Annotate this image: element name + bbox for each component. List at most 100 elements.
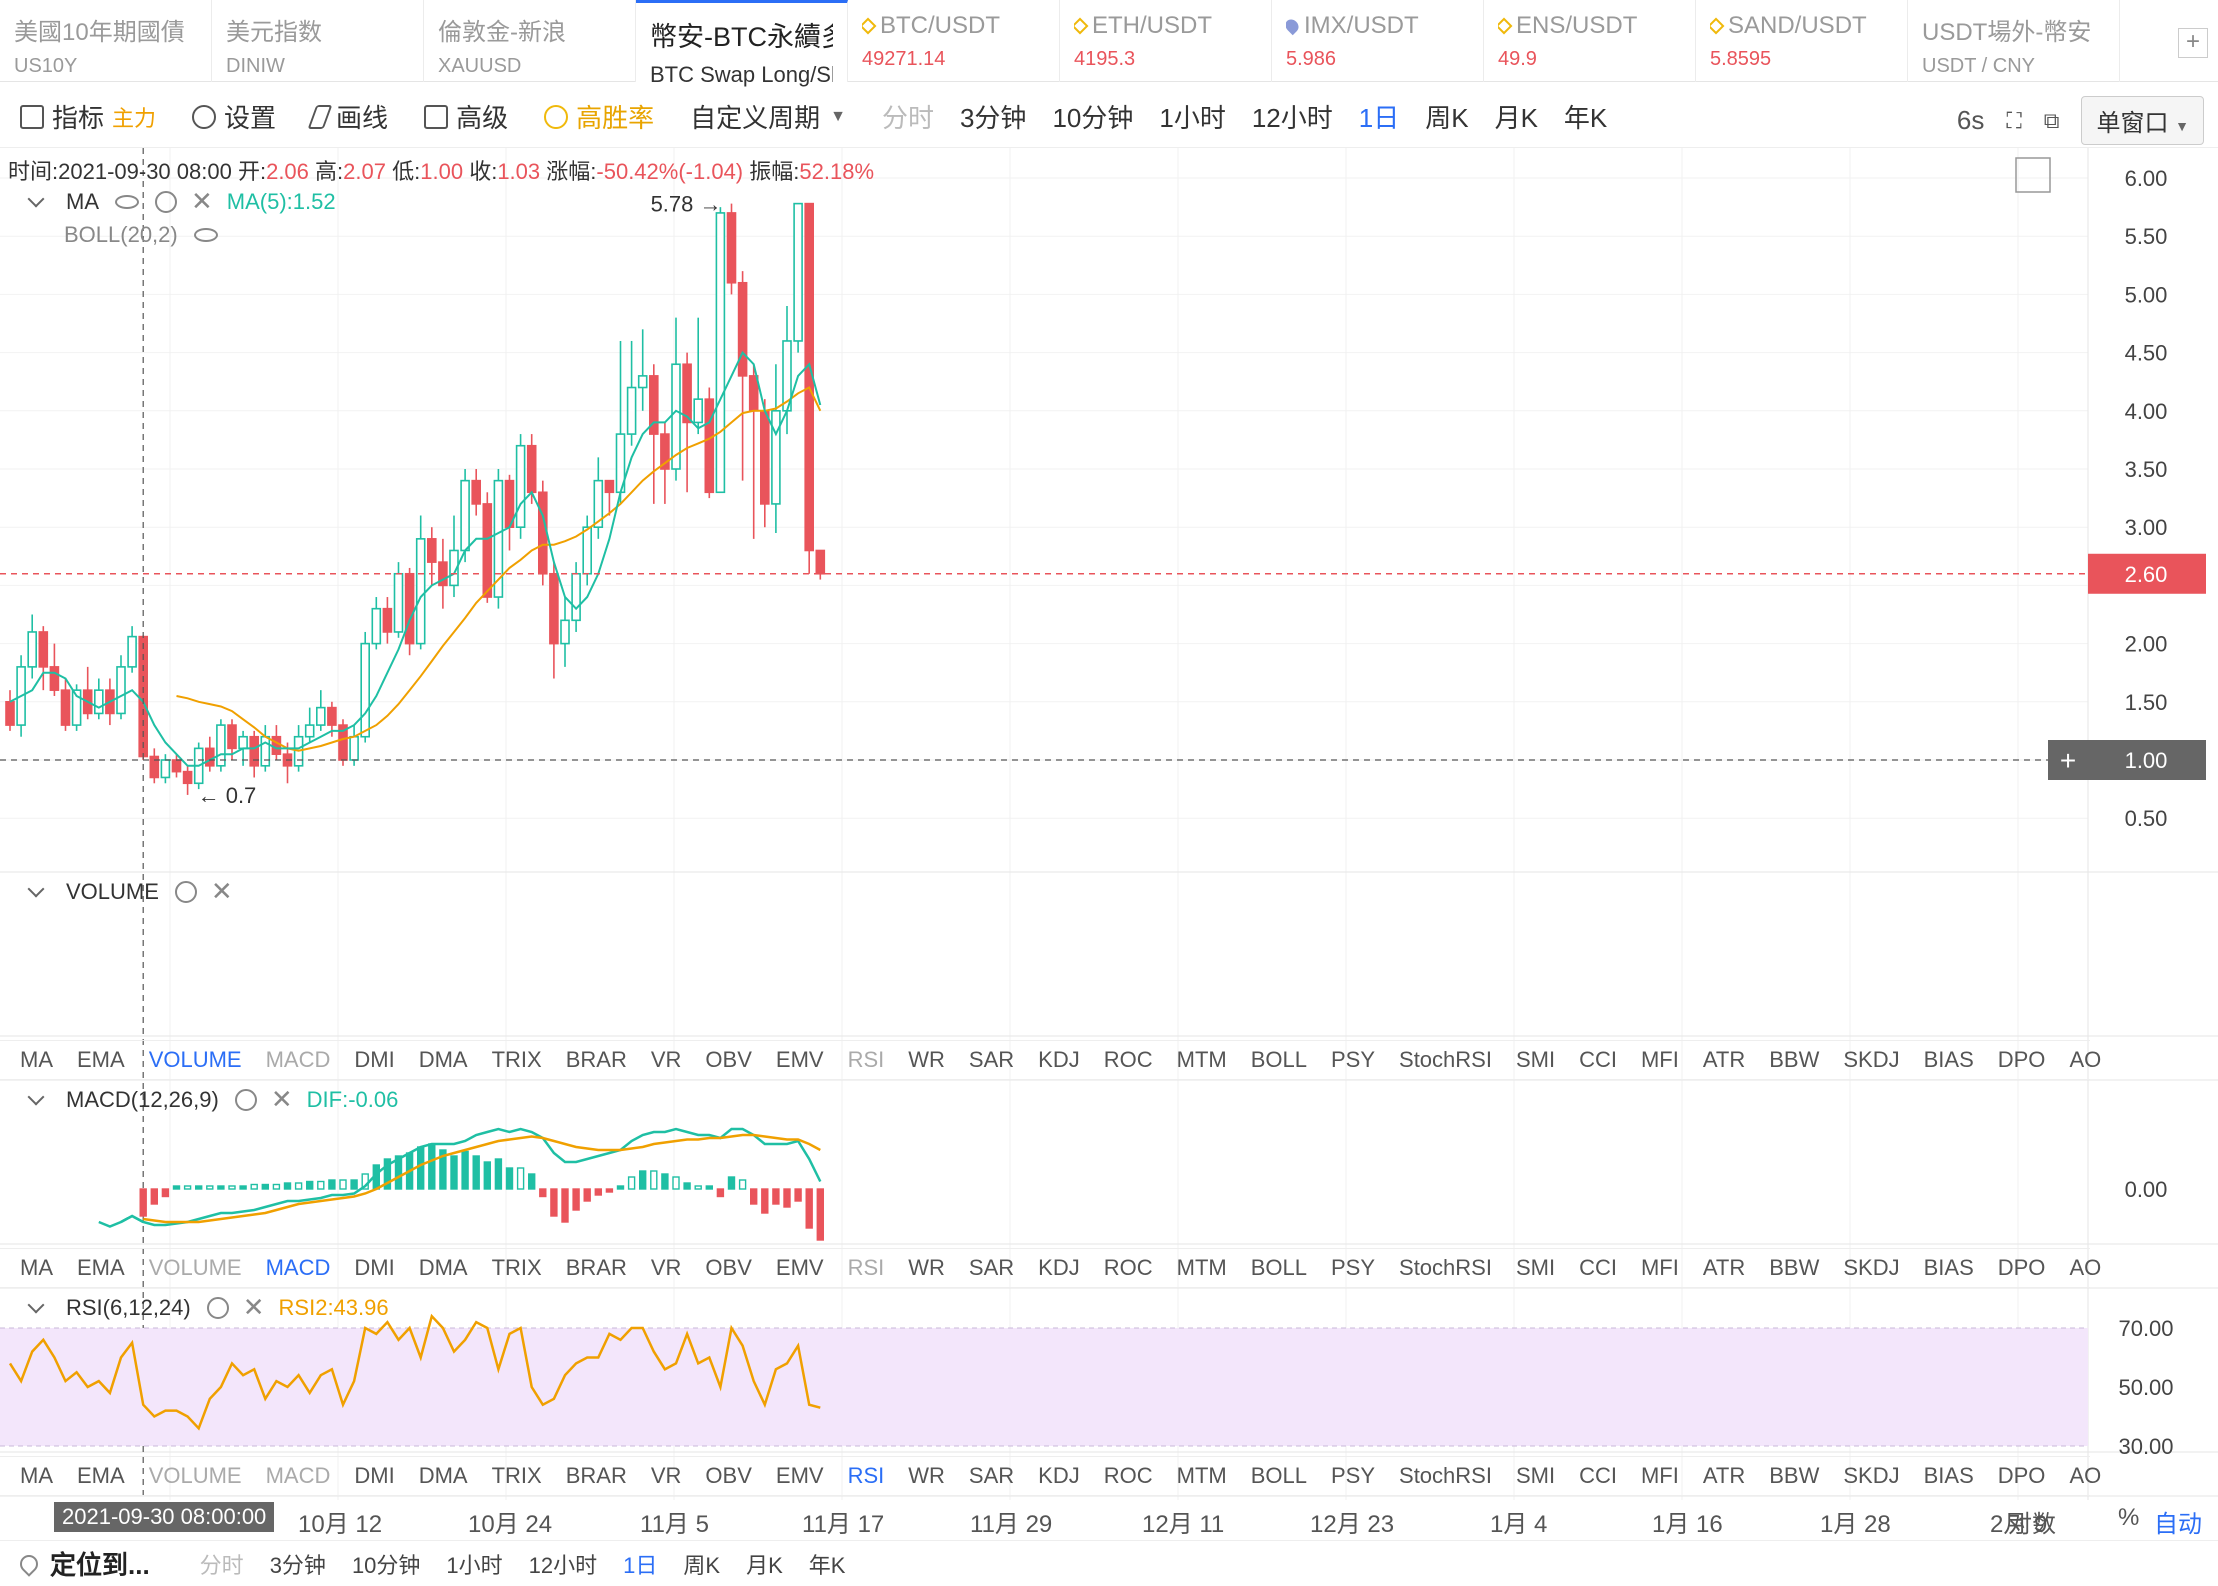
indicator-tab-dmi[interactable]: DMI — [354, 1463, 395, 1488]
indicator-tab-emv[interactable]: EMV — [775, 1463, 824, 1488]
indicator-tab-macd[interactable]: MACD — [265, 1047, 331, 1072]
locate-button[interactable]: 定位到... — [16, 1545, 150, 1582]
indicator-tab-mtm[interactable]: MTM — [1176, 1255, 1227, 1280]
period-2[interactable]: 10分钟 — [1052, 103, 1134, 133]
indicator-tab-mtm[interactable]: MTM — [1176, 1463, 1227, 1488]
auto-scale-toggle[interactable]: 自动 — [2154, 1511, 2202, 1538]
period-4[interactable]: 12小时 — [1251, 103, 1333, 133]
indicator-tab-sar[interactable]: SAR — [968, 1463, 1015, 1488]
bottom-period-0[interactable]: 分时 — [199, 1552, 244, 1578]
indicator-tab-kdj[interactable]: KDJ — [1038, 1255, 1080, 1280]
indicator-tab-boll[interactable]: BOLL — [1250, 1463, 1307, 1488]
indicator-tab-mtm[interactable]: MTM — [1176, 1047, 1227, 1072]
close-icon[interactable]: ✕ — [270, 1084, 293, 1114]
gear-icon[interactable] — [155, 190, 177, 213]
indicator-tab-sar[interactable]: SAR — [968, 1255, 1015, 1280]
winrate-button[interactable]: 高胜率 — [544, 98, 654, 135]
period-6[interactable]: 周K — [1425, 103, 1469, 133]
indicator-tab-vr[interactable]: VR — [650, 1255, 682, 1280]
period-8[interactable]: 年K — [1563, 103, 1608, 133]
bottom-period-5[interactable]: 1日 — [623, 1552, 658, 1578]
ticker-tab[interactable]: ENS/USDT 49.9 — [1484, 0, 1696, 82]
close-icon[interactable]: ✕ — [191, 186, 213, 216]
ticker-tab[interactable]: ETH/USDT 4195.3 — [1060, 0, 1272, 82]
indicator-tab-atr[interactable]: ATR — [1702, 1255, 1746, 1280]
indicator-tab-mfi[interactable]: MFI — [1640, 1047, 1679, 1072]
indicator-tab-vr[interactable]: VR — [650, 1463, 682, 1488]
gear-icon[interactable] — [174, 880, 197, 903]
indicator-tab-mfi[interactable]: MFI — [1640, 1463, 1679, 1488]
indicator-tab-brar[interactable]: BRAR — [565, 1255, 627, 1280]
fullscreen-icon[interactable]: ⛶ — [2006, 107, 2022, 133]
period-3[interactable]: 1小时 — [1159, 103, 1226, 133]
indicator-tab-volume[interactable]: VOLUME — [148, 1463, 242, 1488]
crosshair-add-button[interactable] — [2048, 740, 2088, 780]
indicator-tab-bias[interactable]: BIAS — [1923, 1255, 1974, 1280]
indicator-tab-bbw[interactable]: BBW — [1769, 1047, 1820, 1072]
indicator-tab-bbw[interactable]: BBW — [1769, 1463, 1820, 1488]
indicator-tab-dmi[interactable]: DMI — [354, 1047, 395, 1072]
draw-button[interactable]: 画线 — [307, 98, 388, 135]
close-icon[interactable]: ✕ — [242, 1292, 265, 1322]
indicator-tab-macd[interactable]: MACD — [265, 1255, 331, 1280]
indicator-tab-boll[interactable]: BOLL — [1250, 1255, 1307, 1280]
indicator-tab-trix[interactable]: TRIX — [491, 1047, 542, 1072]
collapse-chevron-icon[interactable] — [27, 190, 45, 207]
indicator-tab-roc[interactable]: ROC — [1103, 1463, 1153, 1488]
period-0[interactable]: 分时 — [881, 103, 934, 133]
period-5[interactable]: 1日 — [1358, 103, 1400, 133]
indicator-tab-rsi[interactable]: RSI — [847, 1463, 885, 1488]
indicator-tab-obv[interactable]: OBV — [705, 1255, 752, 1280]
indicator-tab-wr[interactable]: WR — [908, 1255, 945, 1280]
indicator-tab-smi[interactable]: SMI — [1515, 1463, 1556, 1488]
indicator-tab-dma[interactable]: DMA — [418, 1463, 468, 1488]
gear-icon[interactable] — [234, 1088, 257, 1111]
indicator-tab-bbw[interactable]: BBW — [1769, 1255, 1820, 1280]
indicator-tab-vr[interactable]: VR — [650, 1047, 682, 1072]
indicator-tab-cci[interactable]: CCI — [1579, 1463, 1617, 1488]
bottom-period-6[interactable]: 周K — [683, 1552, 721, 1578]
indicator-tab-ema[interactable]: EMA — [77, 1047, 125, 1072]
indicator-tab-skdj[interactable]: SKDJ — [1843, 1463, 1900, 1488]
expand-pane-icon[interactable] — [2015, 157, 2051, 193]
indicator-tab-psy[interactable]: PSY — [1330, 1047, 1376, 1072]
indicator-tab-wr[interactable]: WR — [908, 1463, 945, 1488]
indicator-tab-emv[interactable]: EMV — [775, 1047, 824, 1072]
indicator-tab-skdj[interactable]: SKDJ — [1843, 1255, 1900, 1280]
indicator-tab-brar[interactable]: BRAR — [565, 1047, 627, 1072]
indicator-tab-emv[interactable]: EMV — [775, 1255, 824, 1280]
indicator-tab-kdj[interactable]: KDJ — [1038, 1047, 1080, 1072]
indicator-tab-ema[interactable]: EMA — [77, 1255, 125, 1280]
ticker-tab[interactable]: 美國10年期國債 US10Y — [0, 0, 212, 82]
close-icon[interactable]: ✕ — [210, 876, 233, 906]
indicator-tab-ma[interactable]: MA — [20, 1255, 53, 1280]
indicator-tab-psy[interactable]: PSY — [1330, 1255, 1376, 1280]
indicator-tab-ma[interactable]: MA — [20, 1047, 53, 1072]
indicator-tab-dpo[interactable]: DPO — [1997, 1463, 2046, 1488]
indicator-tab-ao[interactable]: AO — [2069, 1255, 2102, 1280]
ticker-tab[interactable]: IMX/USDT 5.986 — [1272, 0, 1484, 82]
period-1[interactable]: 3分钟 — [959, 103, 1027, 133]
gear-icon[interactable] — [206, 1296, 229, 1319]
bottom-period-2[interactable]: 10分钟 — [351, 1552, 421, 1578]
eye-icon[interactable] — [115, 194, 139, 209]
ticker-tab[interactable]: USDT場外-幣安 USDT / CNY — [1908, 0, 2120, 82]
indicator-tab-stochrsi[interactable]: StochRSI — [1399, 1463, 1492, 1488]
indicator-tab-ma[interactable]: MA — [20, 1463, 53, 1488]
bottom-period-8[interactable]: 年K — [808, 1552, 846, 1578]
add-tab-button[interactable]: + — [2178, 28, 2208, 58]
indicator-tab-ao[interactable]: AO — [2069, 1047, 2102, 1072]
collapse-chevron-icon[interactable] — [27, 1088, 45, 1105]
popout-icon[interactable]: ⧉ — [2043, 107, 2060, 133]
indicator-tab-smi[interactable]: SMI — [1515, 1047, 1556, 1072]
indicator-tab-sar[interactable]: SAR — [968, 1047, 1015, 1072]
indicator-tab-volume[interactable]: VOLUME — [148, 1047, 242, 1072]
indicator-tab-atr[interactable]: ATR — [1702, 1047, 1746, 1072]
indicator-tab-roc[interactable]: ROC — [1103, 1047, 1153, 1072]
indicator-tab-kdj[interactable]: KDJ — [1038, 1463, 1080, 1488]
indicator-tab-atr[interactable]: ATR — [1702, 1463, 1746, 1488]
eye-off-icon[interactable] — [193, 228, 218, 242]
indicator-tab-cci[interactable]: CCI — [1579, 1255, 1617, 1280]
period-7[interactable]: 月K — [1494, 103, 1538, 133]
indicator-tab-rsi[interactable]: RSI — [847, 1255, 885, 1280]
